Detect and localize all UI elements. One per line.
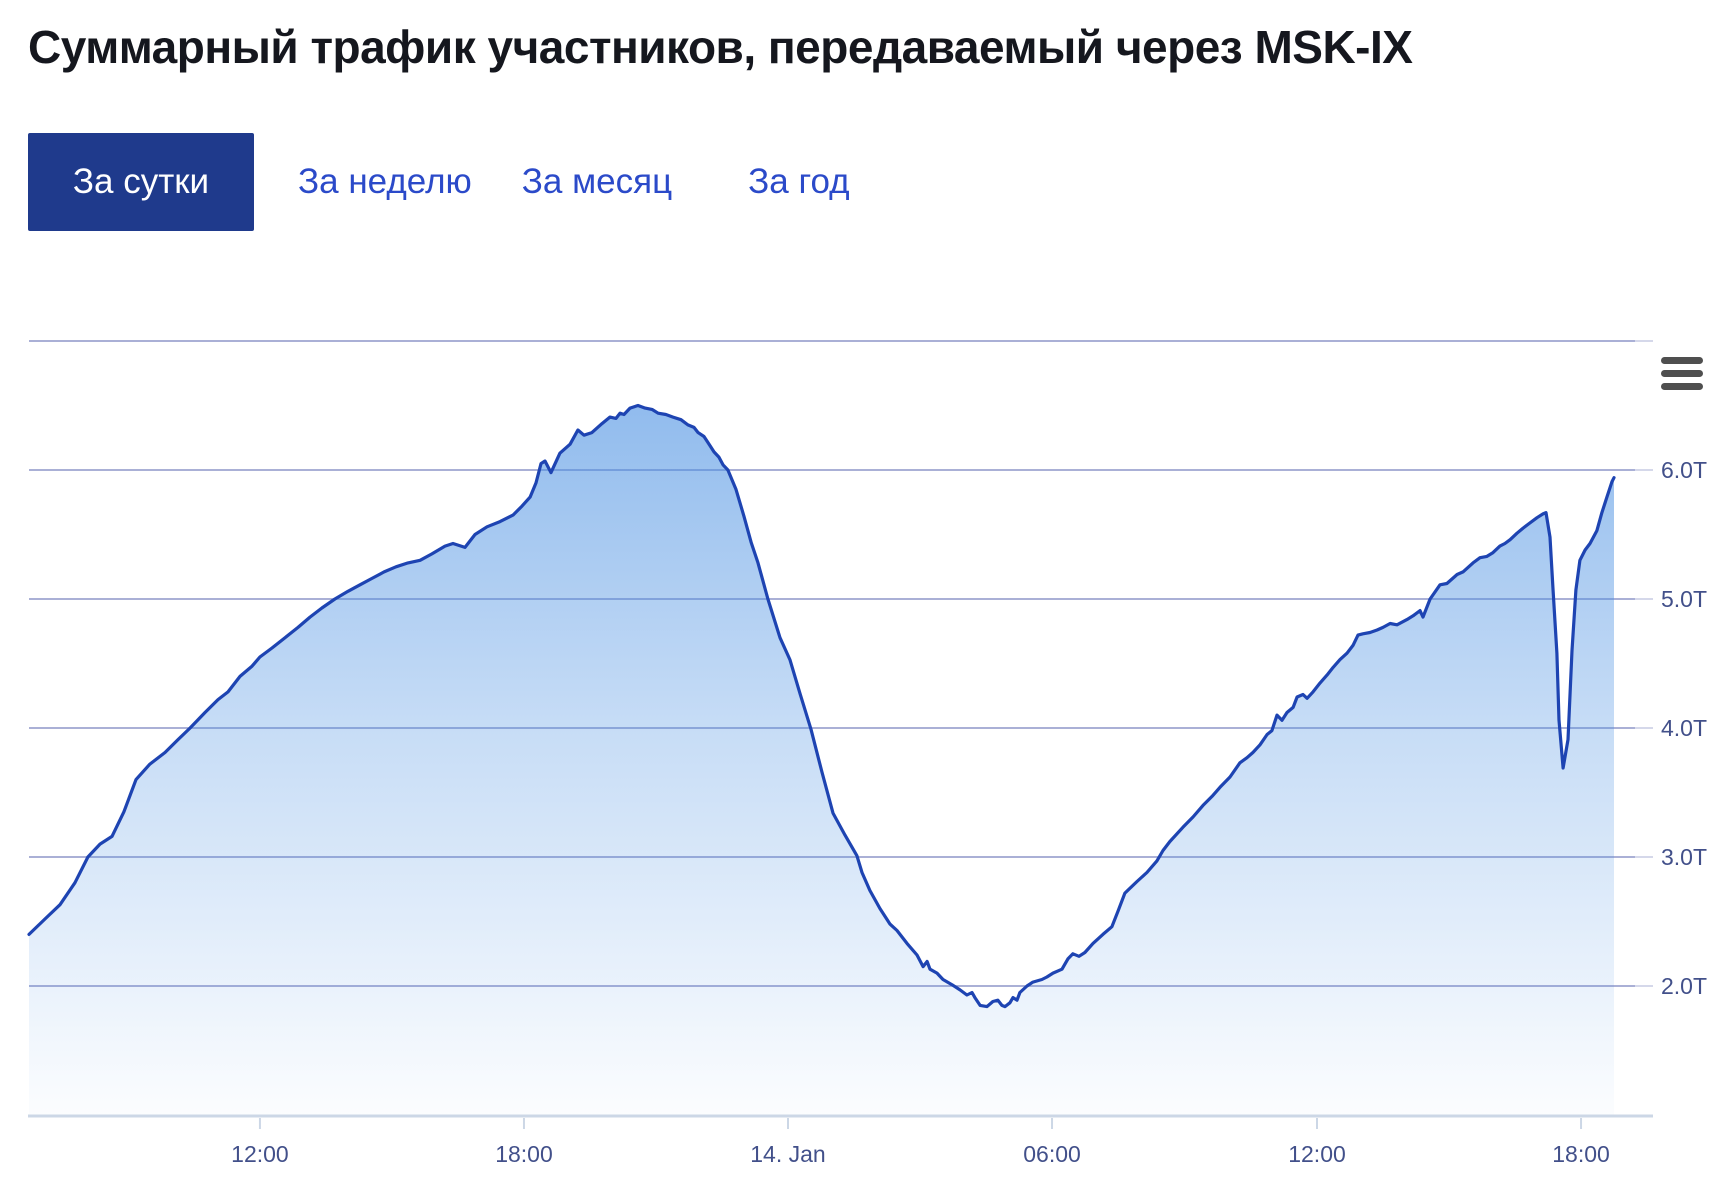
period-tabs: За сутки За неделю За месяц За год [28, 133, 850, 231]
y-axis-label: 5.0T [1661, 586, 1707, 612]
tab-za-god[interactable]: За год [748, 162, 850, 201]
x-axis-label: 06:00 [1023, 1141, 1081, 1167]
traffic-area-fill [29, 405, 1614, 1115]
traffic-line [27, 403, 1616, 1009]
x-axis-label: 14. Jan [750, 1141, 825, 1167]
page-title: Суммарный трафик участников, передаваемы… [28, 21, 1413, 73]
hamburger-menu-icon [1661, 370, 1703, 377]
tab-za-sutki[interactable]: За сутки [28, 133, 254, 231]
y-axis-label: 2.0T [1661, 973, 1707, 999]
y-axis-label: 6.0T [1661, 457, 1707, 483]
tab-za-nedelyu[interactable]: За неделю [298, 162, 472, 201]
y-axis-label: 4.0T [1661, 715, 1707, 741]
hamburger-menu-icon [1661, 383, 1703, 390]
x-axis-label: 12:00 [231, 1141, 289, 1167]
x-axis-label: 18:00 [495, 1141, 553, 1167]
tab-za-mesyac[interactable]: За месяц [521, 162, 673, 201]
y-axis-label: 3.0T [1661, 844, 1707, 870]
hamburger-menu-icon [1661, 357, 1703, 364]
chart-context-menu-button[interactable] [1661, 357, 1703, 390]
x-axis-label: 12:00 [1288, 1141, 1346, 1167]
x-axis-label: 18:00 [1552, 1141, 1610, 1167]
